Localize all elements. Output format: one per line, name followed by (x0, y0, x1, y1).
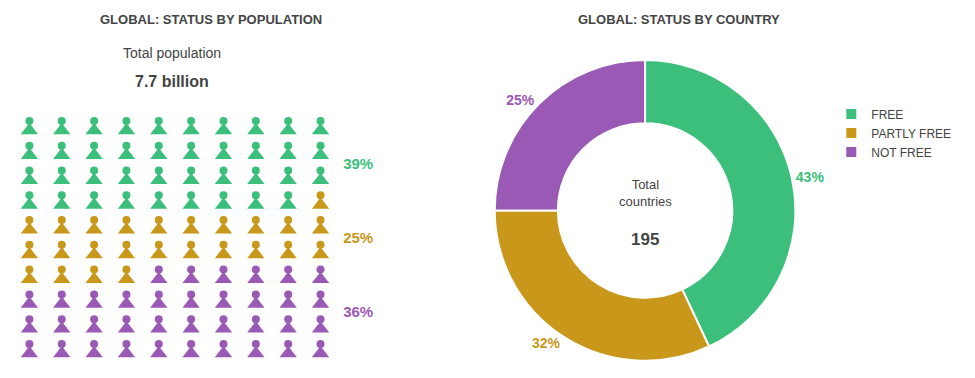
svg-text:Total population: Total population (123, 45, 221, 61)
svg-text:PARTLY FREE: PARTLY FREE (871, 127, 951, 141)
svg-text:FREE: FREE (871, 108, 903, 122)
svg-text:GLOBAL: STATUS BY COUNTRY: GLOBAL: STATUS BY COUNTRY (578, 12, 780, 27)
svg-text:NOT FREE: NOT FREE (871, 146, 931, 160)
svg-text:43%: 43% (796, 169, 825, 185)
svg-text:GLOBAL: STATUS BY POPULATION: GLOBAL: STATUS BY POPULATION (100, 12, 322, 27)
svg-text:7.7 billion: 7.7 billion (135, 73, 209, 90)
svg-text:25%: 25% (506, 92, 535, 108)
svg-text:195: 195 (631, 230, 659, 249)
svg-text:25%: 25% (343, 229, 373, 246)
svg-text:Totalcountries: Totalcountries (619, 177, 672, 209)
svg-text:39%: 39% (343, 155, 373, 172)
svg-text:36%: 36% (343, 303, 373, 320)
svg-text:32%: 32% (532, 335, 561, 351)
